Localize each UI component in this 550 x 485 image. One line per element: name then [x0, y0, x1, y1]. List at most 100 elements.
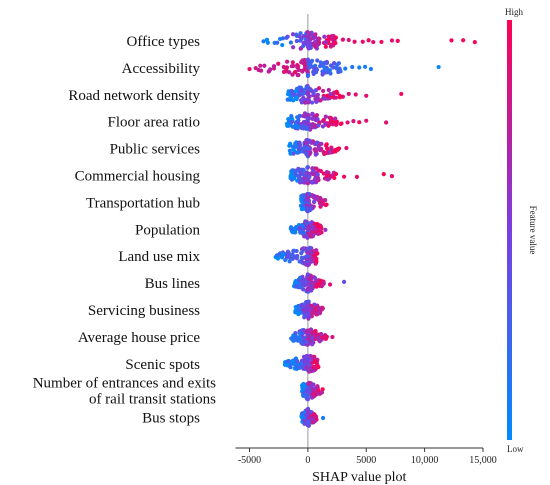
shap-outlier-point [449, 38, 454, 43]
feature-label: Land use mix [118, 249, 200, 265]
shap-point [318, 200, 323, 205]
shap-point [305, 59, 311, 64]
shap-point [304, 339, 309, 345]
shap-point [306, 231, 311, 236]
shap-point [300, 248, 305, 253]
shap-point [339, 121, 344, 126]
shap-point [285, 249, 291, 254]
shap-point [320, 72, 325, 77]
shap-outlier-point [330, 334, 335, 340]
shap-point [305, 261, 311, 266]
shap-point [313, 148, 319, 154]
colorbar-high-label: High [505, 7, 524, 17]
shap-outlier-point [472, 40, 477, 45]
shap-point [311, 355, 316, 360]
shap-point [309, 220, 314, 225]
shap-point [291, 249, 296, 254]
shap-point [327, 68, 333, 73]
shap-outlier-point [351, 118, 356, 124]
shap-point [331, 61, 337, 66]
shap-point [319, 390, 325, 395]
shap-point [323, 40, 328, 45]
shap-point [294, 125, 299, 130]
shap-outlier-point [389, 174, 395, 179]
shap-point [301, 383, 306, 388]
shap-point [333, 40, 338, 46]
shap-point [316, 231, 321, 236]
shap-point [304, 254, 309, 259]
shap-point [298, 145, 303, 151]
shap-point [332, 175, 337, 181]
shap-point [318, 60, 324, 65]
shap-point [305, 246, 311, 252]
shap-point [287, 148, 292, 153]
shap-point [322, 34, 327, 39]
shap-point [322, 60, 327, 65]
shap-point [302, 261, 307, 266]
shap-point [319, 307, 324, 312]
shap-point [317, 339, 322, 344]
shap-point [316, 86, 322, 91]
shap-point [290, 254, 295, 259]
shap-point [285, 123, 290, 128]
feature-label: Population [135, 222, 201, 238]
shap-point [315, 58, 320, 63]
shap-point [275, 256, 281, 261]
colorbar-gradient [507, 20, 512, 440]
shap-point [300, 223, 305, 229]
shap-point [293, 254, 298, 259]
shap-point [331, 92, 336, 97]
shap-point [312, 418, 318, 424]
shap-point [321, 149, 326, 155]
shap-point [301, 91, 307, 96]
shap-point [310, 100, 315, 105]
shap-point [314, 259, 319, 264]
shap-point [305, 165, 310, 170]
shap-outlier-point [399, 91, 404, 97]
shap-point [310, 342, 315, 347]
shap-point [299, 194, 304, 199]
shap-point [291, 63, 296, 69]
shap-point [287, 259, 292, 264]
colorbar: High Low Feature value [505, 7, 538, 454]
shap-outlier-point [353, 92, 358, 97]
shap-point [305, 121, 311, 126]
shap-point [314, 166, 319, 171]
shap-point [333, 35, 338, 40]
shap-point [314, 112, 320, 118]
shap-point [336, 146, 342, 151]
shap-point [300, 341, 305, 346]
shap-point [306, 359, 311, 364]
shap-point [309, 416, 315, 421]
shap-point [296, 363, 301, 368]
shap-point [313, 329, 318, 335]
shap-point [305, 272, 310, 277]
shap-point [297, 275, 303, 280]
colorbar-title: Feature value [528, 206, 538, 255]
shap-point [315, 140, 320, 145]
shap-point [325, 93, 330, 98]
shap-point [304, 85, 309, 91]
shap-point [289, 119, 295, 124]
shap-point [298, 203, 304, 208]
shap-outlier-point [461, 38, 466, 43]
shap-point [304, 311, 309, 316]
shap-point [293, 230, 298, 235]
shap-point [334, 122, 339, 127]
shap-point [303, 100, 308, 105]
shap-point [325, 177, 331, 182]
shap-point [286, 359, 291, 364]
shap-point [316, 335, 321, 340]
shap-point [316, 224, 321, 229]
shap-point [301, 40, 306, 46]
shap-point [306, 334, 311, 339]
shap-outlier-point [371, 39, 376, 45]
feature-label: Accessibility [122, 61, 201, 77]
shap-point [318, 278, 323, 283]
shap-point [337, 94, 342, 99]
feature-label: Public services [110, 142, 201, 158]
shap-point [290, 335, 295, 340]
shap-point [305, 206, 310, 211]
shap-point [313, 359, 318, 364]
shap-point [310, 310, 315, 315]
